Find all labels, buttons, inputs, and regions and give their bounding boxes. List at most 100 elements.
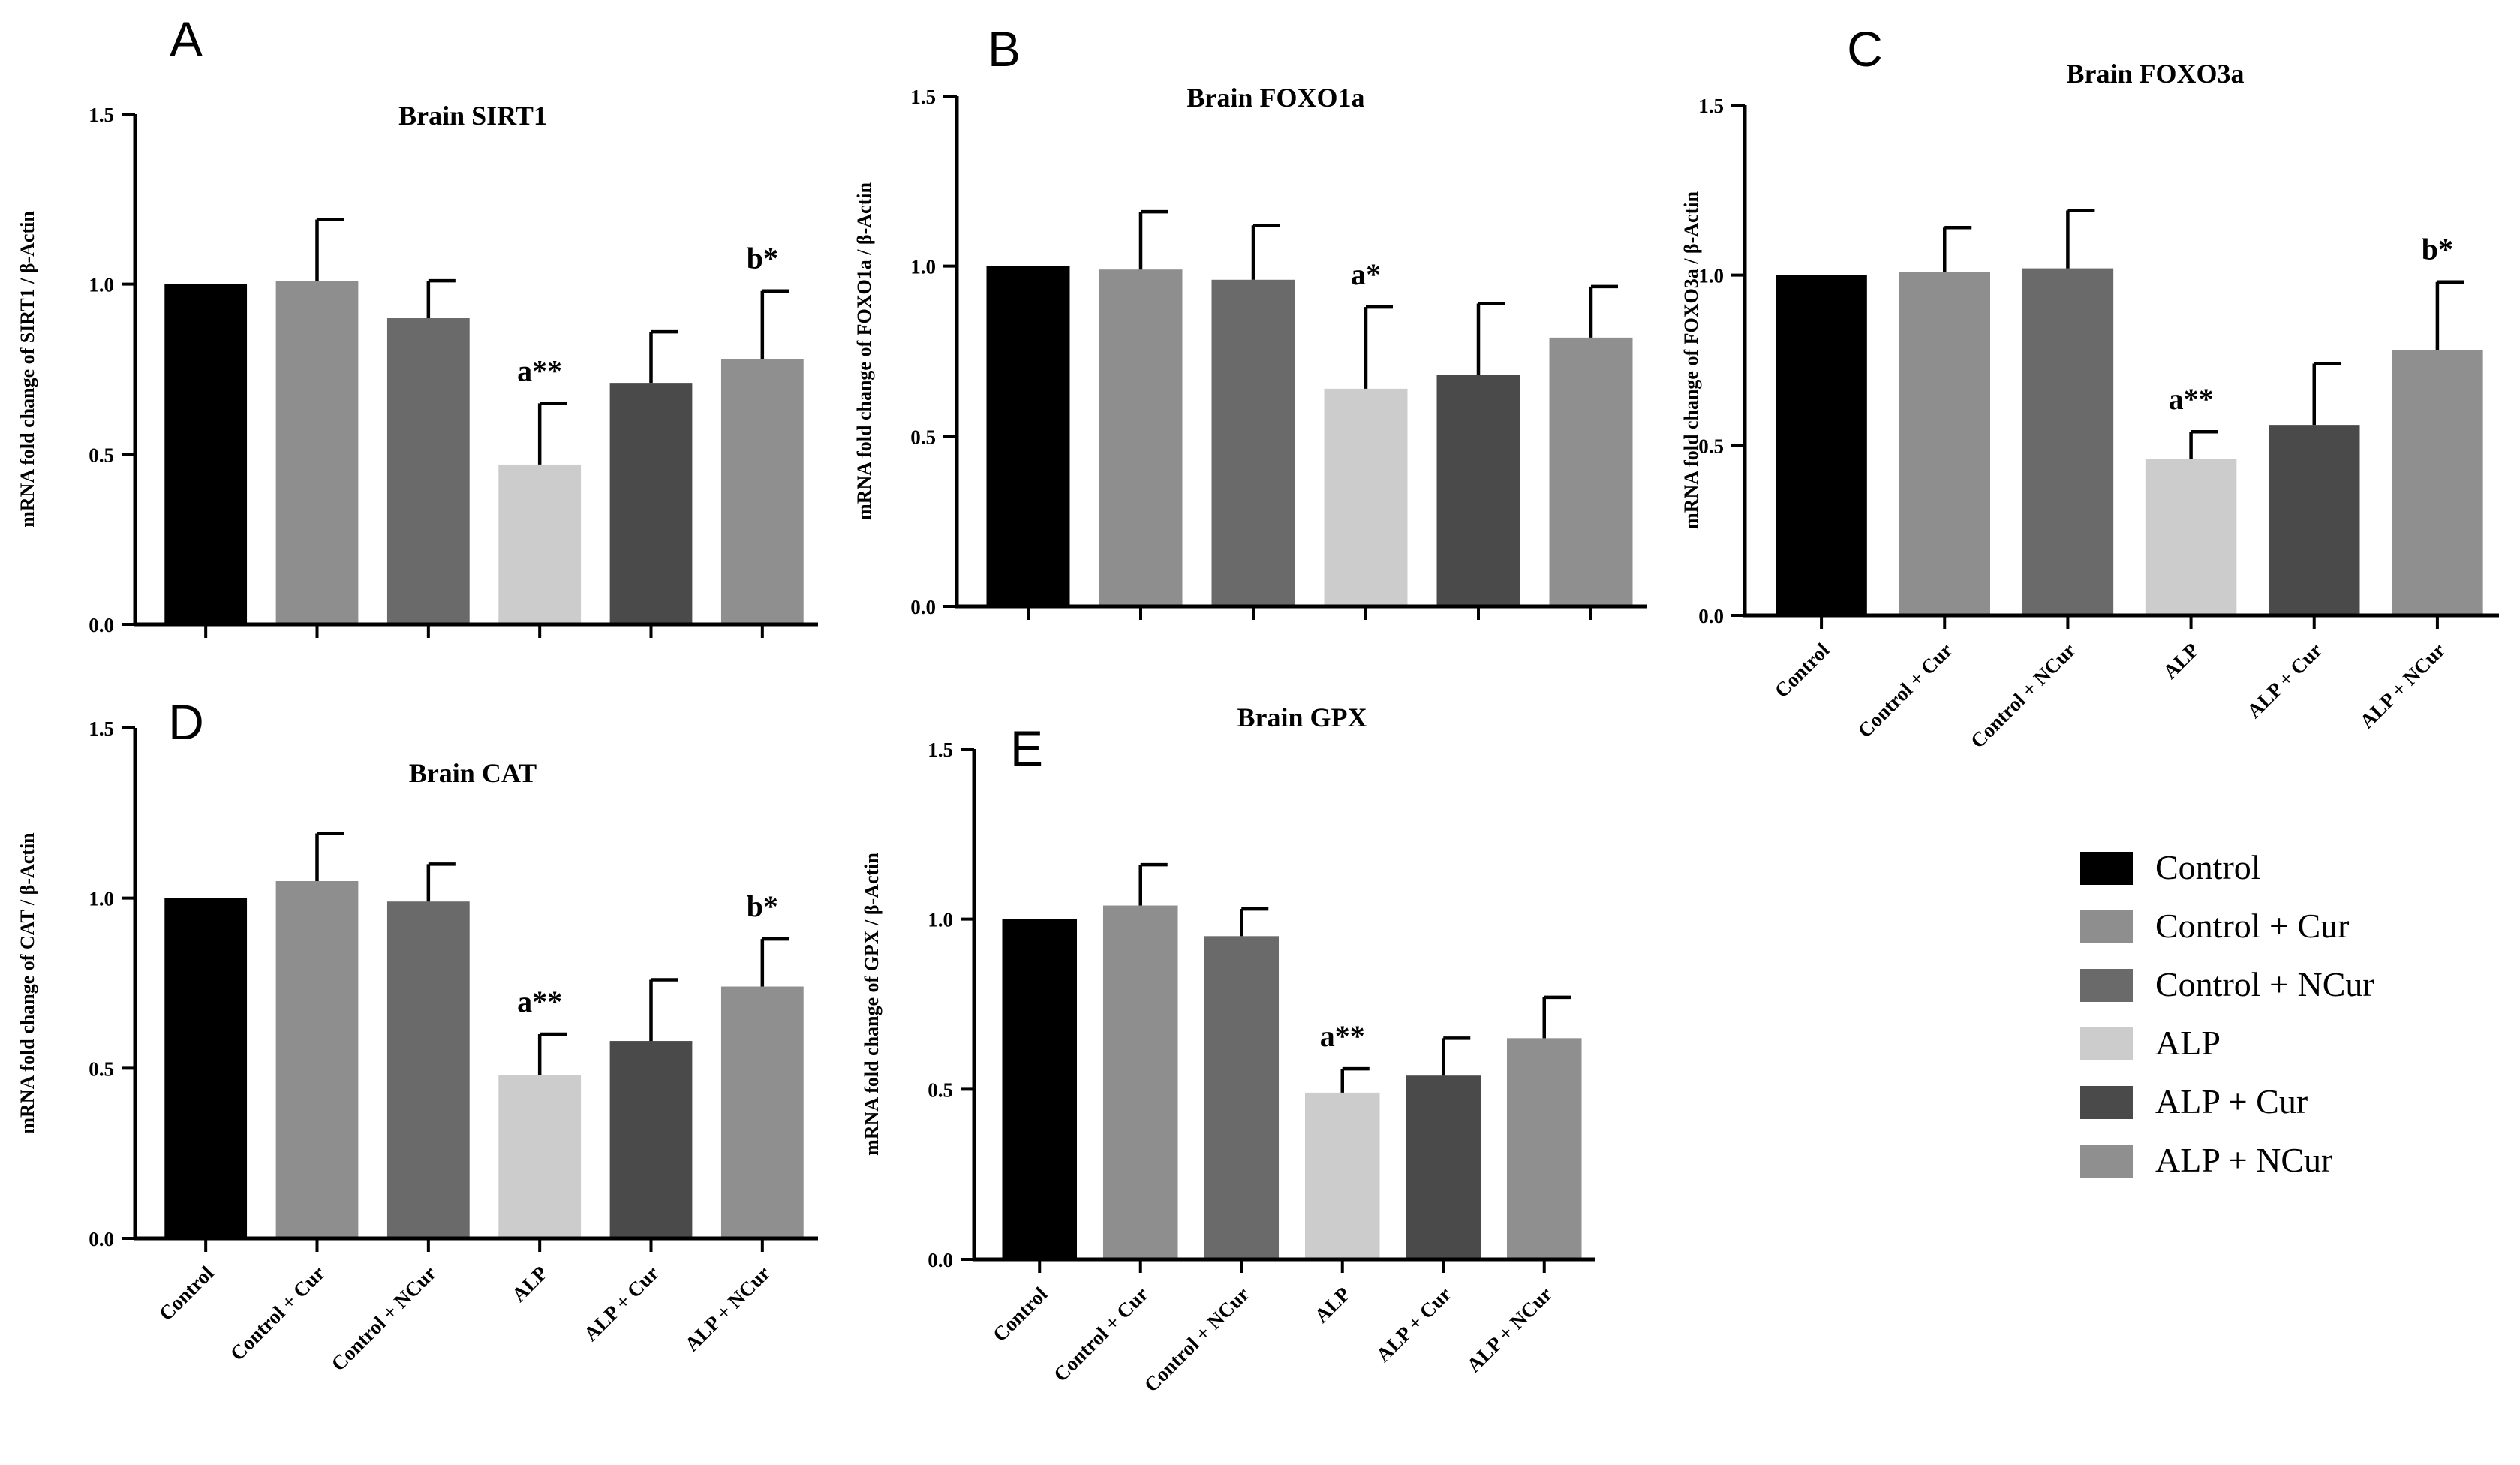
panel-letter: B (988, 21, 1021, 77)
category-label: Control + NCur (1140, 1283, 1254, 1397)
panel-letter: A (170, 11, 203, 67)
y-tick-label: 1.0 (1698, 265, 1724, 287)
bar-alp-ncur (2392, 350, 2483, 615)
legend-item: Control (2080, 848, 2261, 886)
significance-label: a* (1351, 257, 1381, 291)
bar-control-cur (1102, 905, 1178, 1259)
y-tick-label: 1.0 (928, 909, 953, 931)
panel-letter: E (1010, 720, 1043, 776)
chart-title: Brain SIRT1 (398, 101, 547, 131)
y-tick-label: 1.0 (910, 256, 936, 278)
legend-item: ALP (2080, 1024, 2221, 1062)
significance-label: b* (2422, 233, 2453, 266)
chart-title: Brain FOXO1a (1186, 83, 1364, 113)
y-tick-label: 0.5 (89, 444, 114, 466)
bar-control-ncur (1204, 936, 1280, 1259)
bar-alp (498, 1075, 582, 1238)
legend-swatch (2080, 1086, 2133, 1119)
bar-control-ncur (2022, 268, 2114, 615)
bar-alp (2145, 459, 2237, 615)
y-tick-label: 0.0 (89, 1228, 114, 1250)
bar-control-ncur (386, 318, 470, 624)
category-label: ALP (2158, 639, 2203, 683)
category-label: Control + Cur (1049, 1283, 1153, 1386)
significance-label: a** (1320, 1019, 1365, 1053)
category-label: Control (155, 1262, 218, 1325)
legend-swatch (2080, 969, 2133, 1002)
significance-label: a** (517, 353, 562, 387)
y-tick-label: 1.5 (928, 739, 953, 761)
legend-swatch (2080, 910, 2133, 943)
y-tick-label: 0.0 (928, 1249, 953, 1271)
category-label: Control (1770, 639, 1834, 702)
y-axis-label: mRNA fold change of FOXO3a / β-Actin (1680, 191, 1702, 529)
category-label: ALP (507, 1262, 552, 1306)
category-label: Control (988, 1283, 1052, 1346)
bar-alp-cur (609, 1041, 693, 1238)
bar-alp-ncur (720, 359, 804, 624)
significance-label: b* (747, 889, 778, 923)
panel-c: C Brain FOXO3a a** b* 0.0 0.5 1.0 1.5 Control Con… (1680, 21, 2499, 753)
y-tick-label: 0.5 (1698, 435, 1724, 457)
bar-control-cur (1899, 272, 1990, 615)
legend-label: Control + Cur (2155, 907, 2350, 945)
y-tick-label: 1.0 (89, 274, 114, 296)
category-label: Control + Cur (1854, 639, 1957, 742)
panel-letter: D (168, 694, 204, 750)
bar-control (986, 266, 1070, 606)
y-tick-label: 0.5 (89, 1057, 114, 1080)
bar-alp-ncur (1506, 1038, 1582, 1259)
y-axis-label: mRNA fold change of CAT / β-Actin (17, 832, 38, 1134)
bar-alp-cur (2269, 425, 2360, 615)
legend-label: ALP + NCur (2155, 1141, 2332, 1179)
bar-alp (498, 464, 582, 624)
panel-letter: C (1847, 21, 1883, 77)
bar-alp (1324, 388, 1408, 606)
bar-alp (1304, 1092, 1380, 1259)
category-label: Control + Cur (226, 1262, 329, 1365)
bar-control-cur (275, 281, 359, 624)
legend-swatch (2080, 1145, 2133, 1178)
category-label: ALP + NCur (2356, 639, 2449, 732)
significance-label: a** (517, 985, 562, 1018)
y-tick-label: 0.5 (928, 1078, 953, 1101)
category-label: Control + NCur (326, 1262, 441, 1376)
y-tick-label: 1.5 (89, 717, 114, 740)
category-label: ALP + Cur (579, 1262, 663, 1346)
y-tick-label: 1.0 (89, 888, 114, 910)
legend-item: ALP + Cur (2080, 1082, 2308, 1121)
significance-label: b* (747, 242, 778, 275)
legend-item: Control + Cur (2080, 907, 2350, 945)
category-label: ALP + Cur (1372, 1283, 1456, 1367)
bar-alp-cur (1406, 1075, 1481, 1259)
bar-control (1776, 275, 1867, 615)
bar-alp-ncur (720, 986, 804, 1238)
category-label: Control + NCur (1966, 639, 2080, 753)
bar-control (164, 284, 248, 624)
y-tick-label: 0.0 (910, 596, 936, 618)
y-axis-label: mRNA fold change of SIRT1 / β-Actin (17, 211, 38, 528)
bar-control-cur (275, 881, 359, 1238)
category-label: ALP + Cur (2242, 639, 2326, 723)
y-tick-label: 0.0 (1698, 605, 1724, 627)
bar-control (1002, 919, 1078, 1259)
bar-alp-cur (609, 383, 693, 624)
panel-a: A Brain SIRT1 a** b* 0.0 0.5 1.0 1.5 mRNA fold c… (17, 11, 818, 638)
y-tick-label: 1.5 (89, 104, 114, 126)
chart-title: Brain FOXO3a (2066, 59, 2244, 89)
category-label: ALP + NCur (1463, 1283, 1556, 1376)
panel-b: B Brain FOXO1a a* 0.0 0.5 1.0 1.5 mRNA fold cha… (853, 21, 1647, 620)
chart-title: Brain GPX (1237, 702, 1367, 732)
legend-swatch (2080, 852, 2133, 885)
bar-alp-cur (1436, 375, 1520, 606)
category-label: ALP + NCur (681, 1262, 774, 1355)
y-tick-label: 0.0 (89, 614, 114, 636)
y-axis-label: mRNA fold change of FOXO1a / β-Actin (853, 182, 875, 520)
y-tick-label: 0.5 (910, 426, 936, 448)
bar-control-ncur (386, 901, 470, 1238)
legend: Control Control + Cur Control + NCur ALP ALP… (2080, 848, 2374, 1179)
bar-control-cur (1099, 269, 1183, 606)
